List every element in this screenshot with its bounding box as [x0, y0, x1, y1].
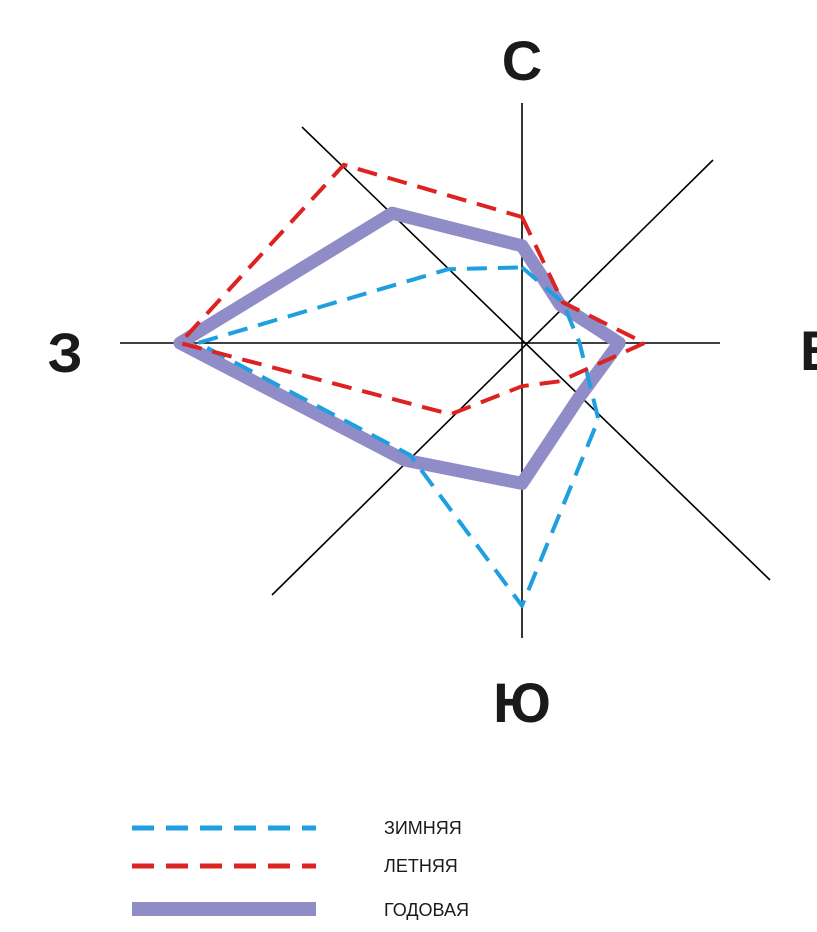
series-summer-point-7: [343, 164, 345, 166]
series-annual-point-7: [391, 212, 393, 214]
series-annual-point-5: [404, 459, 406, 461]
legend: ЗИМНЯЯ ЛЕТНЯЯ ГОДОВАЯ: [132, 818, 469, 920]
series-summer-point-2: [643, 342, 645, 344]
legend-label-summer: ЛЕТНЯЯ: [384, 856, 458, 876]
series-summer-point-6: [179, 342, 181, 344]
direction-label-east: В: [800, 319, 817, 382]
legend-label-winter: ЗИМНЯЯ: [384, 818, 462, 838]
axis-northwest-southeast: [301, 126, 771, 581]
series-winter-point-5: [409, 454, 411, 456]
chart-axes: [120, 103, 771, 638]
series-annual-line: [173, 206, 626, 490]
direction-label-west: З: [47, 321, 82, 384]
series-summer-point-0: [521, 216, 523, 218]
axis-northeast-southwest: [271, 159, 714, 596]
series-annual-point-3: [577, 398, 579, 400]
series-summer-point-1: [562, 301, 564, 303]
series-annual-point-4: [521, 482, 523, 484]
series-annual-point-0: [521, 245, 523, 247]
series-summer-point-4: [521, 385, 523, 387]
series-winter-point-4: [521, 605, 523, 607]
series-winter-point-6: [197, 342, 199, 344]
series-annual-point-1: [559, 304, 561, 306]
direction-label-north: С: [502, 29, 542, 92]
series-summer-point-3: [559, 380, 561, 382]
series-winter-point-3: [597, 418, 599, 420]
series-annual-point-2: [618, 342, 620, 344]
series-layer: [173, 162, 647, 608]
series-winter-point-0: [521, 266, 523, 268]
direction-label-south: Ю: [493, 671, 551, 734]
legend-label-annual: ГОДОВАЯ: [384, 900, 469, 920]
series-summer-point-5: [450, 413, 452, 415]
series-winter-point-2: [579, 342, 581, 344]
series-winter-line: [196, 265, 601, 608]
series-winter-point-7: [447, 268, 449, 270]
